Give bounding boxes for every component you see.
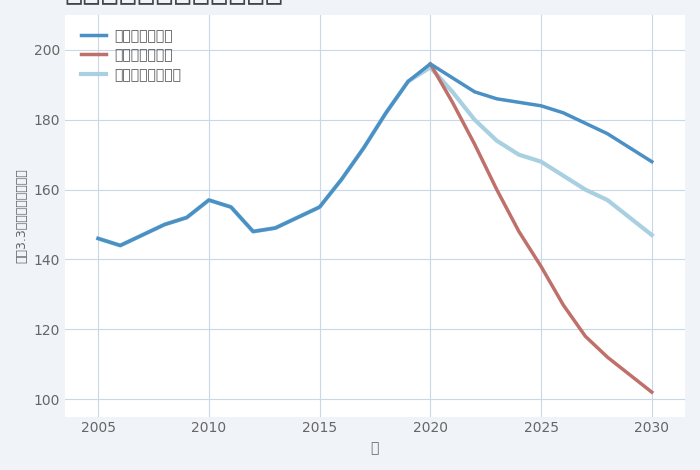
Text: 中古マンションの価格推移: 中古マンションの価格推移 bbox=[65, 0, 284, 6]
Y-axis label: 平（3.3㎡）単価（万円）: 平（3.3㎡）単価（万円） bbox=[15, 168, 28, 263]
Legend: グッドシナリオ, バッドシナリオ, ノーマルシナリオ: グッドシナリオ, バッドシナリオ, ノーマルシナリオ bbox=[76, 23, 187, 87]
X-axis label: 年: 年 bbox=[371, 441, 379, 455]
